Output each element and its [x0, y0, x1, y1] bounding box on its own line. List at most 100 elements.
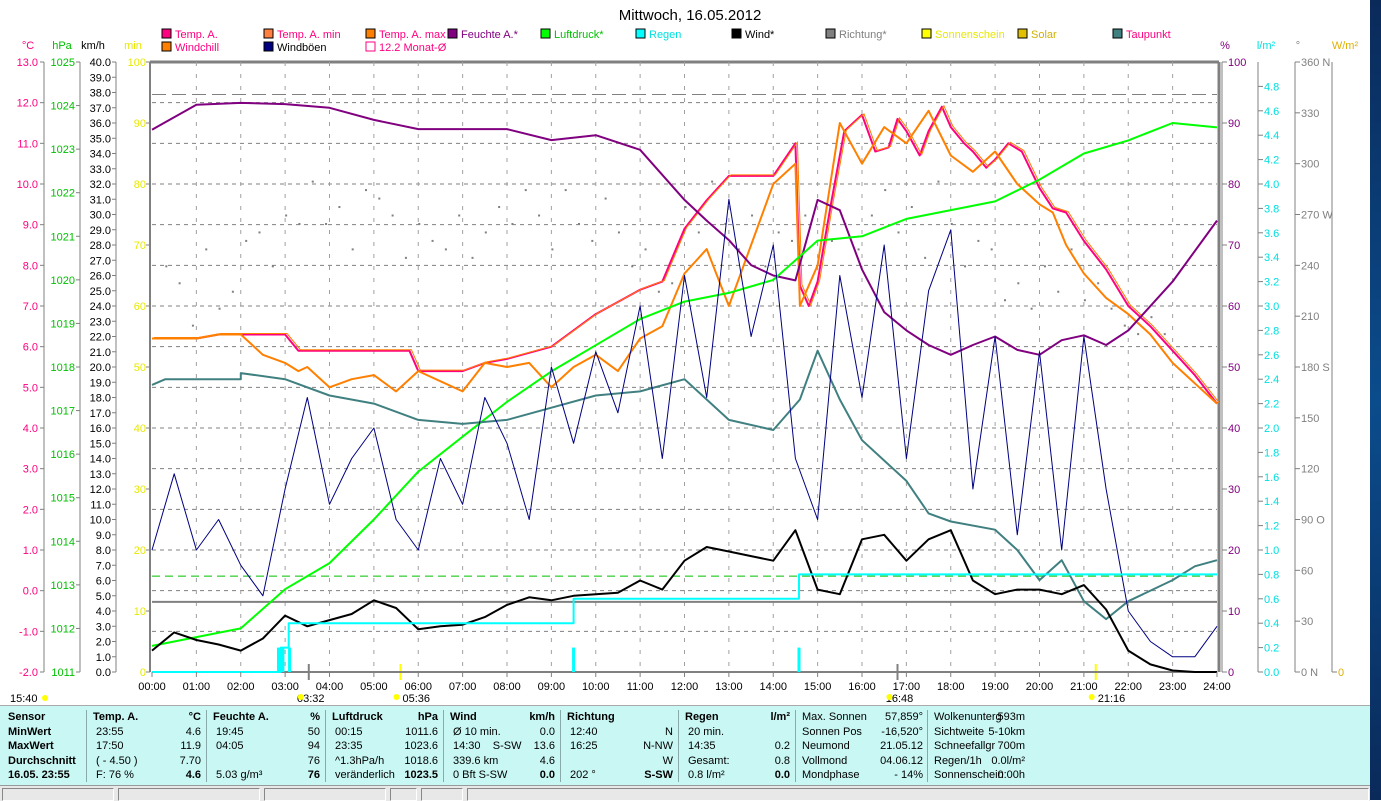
axis-tick-label: 1019: [51, 318, 75, 330]
axis-tick-label: 9.0: [96, 530, 111, 542]
direction-point: [165, 265, 168, 268]
axis-tick-label: 2.0: [1264, 423, 1279, 435]
axis-tick-label: 3.0: [23, 464, 38, 476]
cell-value: 1011.6: [405, 725, 438, 738]
cell-value: 94: [307, 740, 320, 752]
direction-point: [910, 206, 913, 209]
legend-label: Temp. A.: [175, 29, 218, 41]
axis-tick-label: 24.0: [90, 301, 111, 313]
axis-tick-label: 0: [1228, 667, 1234, 679]
axis-tick-label: 3.2: [1264, 277, 1279, 289]
legend-swatch: [161, 28, 172, 39]
table-row: 202 ° S-SW: [562, 768, 678, 783]
table-row: Regen/1h 0.0l/m²: [929, 754, 1029, 769]
axis-tick-label: 4.4: [1264, 130, 1279, 142]
axis-tick-label: 33.0: [90, 164, 111, 176]
axis-tick-label: 2.6: [1264, 350, 1279, 362]
direction-point: [697, 231, 700, 234]
axis-tick-label: 13.0: [90, 469, 111, 481]
axis-tick-label: 10: [134, 606, 146, 618]
axis-tick-label: 19.0: [90, 377, 111, 389]
sunshine-icon: [42, 695, 48, 701]
axis-tick-label: 1.2: [1264, 521, 1279, 533]
header-unit: km/h: [529, 711, 555, 723]
axis-tick-label: 8.0: [96, 545, 111, 557]
table-row: Max. Sonnen 57,859°: [797, 710, 927, 725]
cell-value: 4.6: [185, 769, 201, 781]
axis-tick-label: 1.0: [23, 545, 38, 557]
legend-swatch: [731, 28, 742, 39]
cell-label: Sonnen Pos: [802, 725, 862, 738]
row-label: MinWert: [8, 725, 52, 738]
axis-tick-label: 2.4: [1264, 374, 1279, 386]
x-tick-label: 05:00: [360, 681, 388, 693]
direction-point: [258, 231, 261, 234]
table-row: 00:15 1011.6: [327, 725, 443, 740]
axis-unit-label: °: [1296, 40, 1300, 52]
direction-point: [458, 214, 461, 217]
axis-tick-label: 4.8: [1264, 81, 1279, 93]
legend-label: Richtung*: [839, 29, 887, 41]
cell-value: N: [665, 725, 673, 738]
table-row: 23:55 4.6: [88, 725, 206, 740]
x-tick-label: 07:00: [449, 681, 477, 693]
series-wind: [151, 529, 1217, 673]
direction-point: [231, 290, 234, 293]
x-tick-label: 21:00: [1070, 681, 1098, 693]
cell-time: 00:15: [335, 725, 363, 738]
axis-tick-label: 180 S: [1301, 362, 1330, 374]
legend-label: Windböen: [277, 42, 327, 54]
direction-point: [671, 282, 674, 285]
x-tick-label: 09:00: [538, 681, 566, 693]
status-panel: [390, 788, 417, 801]
cell-value: 76: [307, 754, 320, 767]
table-row: Sichtweite 5-10km: [929, 725, 1029, 740]
direction-point: [897, 231, 900, 234]
axis-tick-label: 100: [1228, 57, 1246, 69]
header-unit: %: [310, 711, 320, 723]
axis-tick-label: 4.0: [96, 606, 111, 618]
axis-tick-label: 50: [134, 362, 146, 374]
sun-icon: [1088, 694, 1095, 700]
axis-tick-label: 14.0: [90, 454, 111, 466]
chart-title: Mittwoch, 16.05.2012: [619, 7, 762, 24]
axis-tick-label: 90: [1228, 118, 1240, 130]
axis-tick-label: 1012: [51, 623, 75, 635]
axis-tick-label: 0.4: [1264, 618, 1279, 630]
astro-column: Max. Sonnen 57,859° Sonnen Pos -16,520° Neum…: [797, 710, 928, 782]
axis-tick-label: 0.0: [23, 586, 38, 598]
x-tick-label: 17:00: [893, 681, 921, 693]
direction-point: [311, 180, 314, 183]
axis-tick-label: 60: [1228, 301, 1240, 313]
legend-swatch: [365, 41, 376, 52]
cell-time: Ø 10 min.: [453, 725, 501, 738]
header-label: Wind: [450, 711, 477, 723]
axis-tick-label: 4.6: [1264, 106, 1279, 118]
row-label: Durchschnitt: [8, 754, 76, 767]
axis-tick-label: 40: [1228, 423, 1240, 435]
sensor-header: Sensor: [8, 711, 46, 723]
cell-time: 14:35: [688, 740, 716, 752]
header-label: Richtung: [567, 711, 615, 723]
axis-tick-label: 1.0: [96, 652, 111, 664]
direction-point: [205, 248, 208, 251]
direction-point: [977, 239, 980, 242]
table-row: Sonnen Pos -16,520°: [797, 725, 927, 740]
x-tick-label: 15:00: [804, 681, 832, 693]
cell-time: 23:55: [96, 725, 124, 738]
moon-icon: [297, 694, 304, 700]
x-tick-label: 23:00: [1159, 681, 1187, 693]
direction-point: [271, 265, 274, 268]
cell-value: - 14%: [894, 769, 923, 781]
direction-point: [564, 189, 567, 192]
table-row: W: [562, 754, 678, 769]
misc-column: Wolkenunterg 593m Sichtweite 5-10km Schneefa…: [929, 710, 1029, 782]
cell-value: 1023.6: [404, 740, 438, 752]
x-tick-label: 18:00: [937, 681, 965, 693]
axis-unit-label: hPa: [52, 40, 72, 52]
axis-tick-label: 1011: [51, 667, 75, 679]
direction-point: [1137, 333, 1140, 336]
axis-tick-label: 2.0: [23, 504, 38, 516]
axis-tick-label: 5.0: [96, 591, 111, 603]
direction-point: [990, 248, 993, 251]
